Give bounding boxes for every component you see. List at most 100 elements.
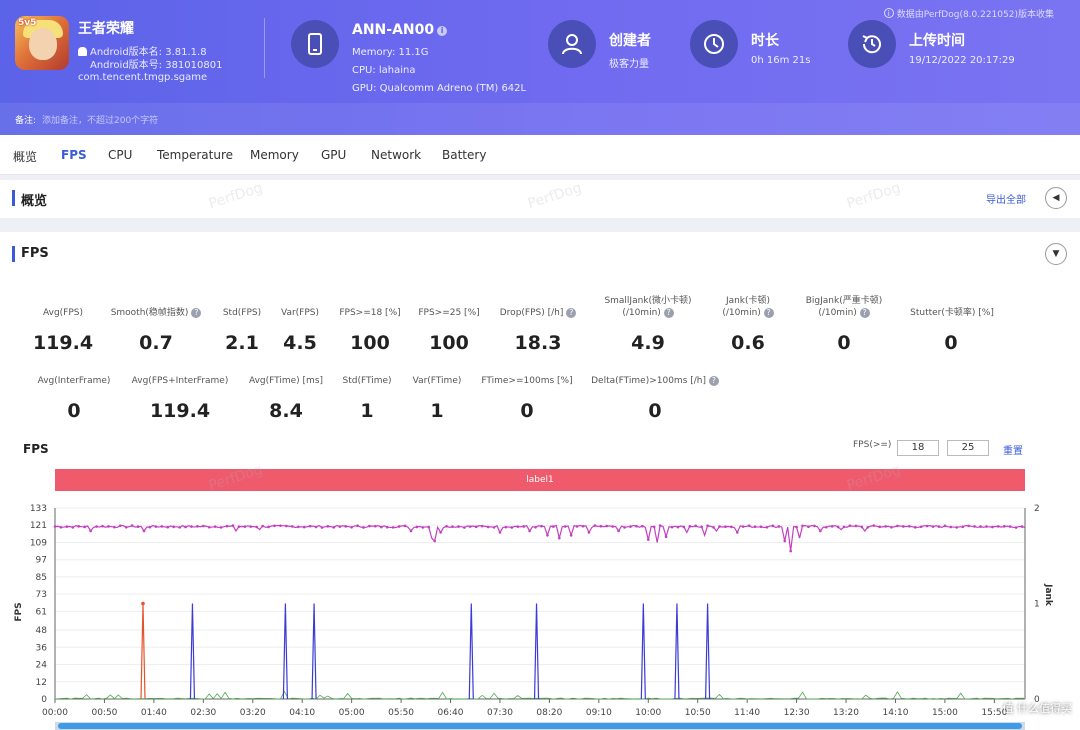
tab-temperature[interactable]: Temperature (157, 148, 234, 162)
fps-point (172, 525, 175, 529)
fps-point (617, 529, 620, 533)
y-tick-label: 61 (36, 607, 47, 617)
fps-point (557, 536, 561, 540)
y-tick-label: 133 (30, 504, 47, 514)
reset-button[interactable]: 重置 (1003, 446, 1023, 457)
tab-battery[interactable]: Battery (442, 148, 487, 162)
overview-title: 概览 (21, 194, 48, 209)
fps-chart: FPS Jank 0122436486173859710912113301200… (14, 504, 1053, 718)
help-icon[interactable]: ? (191, 308, 202, 318)
y-tick-label: 121 (30, 521, 47, 531)
metric-value: 0.7 (139, 332, 173, 354)
fps-point (308, 524, 312, 528)
y-tick-label: 73 (36, 590, 47, 600)
fps-point (599, 524, 603, 528)
jank-spike (311, 603, 317, 700)
fps-point (635, 524, 638, 528)
x-tick-label: 03:20 (240, 708, 266, 718)
fps-point (385, 525, 389, 529)
threshold-input-2[interactable]: 25 (947, 440, 989, 456)
metric-tabs: 概览 FPS CPU Temperature Memory GPU Networ… (0, 135, 1080, 175)
fps-point (249, 525, 253, 528)
tab-memory[interactable]: Memory (250, 148, 299, 162)
fps-point (118, 524, 122, 527)
tab-overview[interactable]: 概览 (13, 150, 38, 164)
fps-point (830, 525, 834, 528)
tab-fps[interactable]: FPS (61, 148, 87, 162)
help-icon[interactable]: ? (566, 308, 577, 318)
fps-point (878, 525, 881, 529)
fps-section-title: FPS (21, 246, 49, 261)
metric-label: FTime>=100ms [%] (481, 376, 573, 386)
tab-network[interactable]: Network (371, 148, 422, 162)
fps-point (178, 526, 181, 529)
jank-spike (640, 603, 646, 700)
fps-point (113, 525, 116, 529)
fps-point (190, 525, 193, 528)
fps-point (95, 525, 98, 528)
fps-point (350, 525, 353, 529)
fps-point (421, 526, 425, 529)
metric-value: 1 (430, 400, 444, 422)
fps-point (902, 525, 905, 528)
metric-label: Jank(卡顿) (/10min) ? (700, 295, 796, 319)
fps-point (807, 525, 810, 529)
metric-value: 0 (648, 400, 662, 422)
fps-point (581, 524, 585, 528)
tab-cpu[interactable]: CPU (108, 148, 133, 162)
fps-point (819, 529, 822, 533)
fps-series-line (54, 524, 1026, 552)
fps-point (409, 529, 413, 533)
help-icon[interactable]: ? (708, 376, 719, 386)
fps-point (415, 525, 419, 529)
x-tick-label: 15:50 (981, 708, 1007, 718)
fps-point (979, 525, 982, 528)
fps-point (107, 525, 110, 528)
device-name: ANN-AN00 i (352, 22, 448, 38)
y2-tick-label: 2 (1034, 504, 1040, 514)
chart-scroll-thumb[interactable] (58, 723, 1022, 729)
metric-label: Var(FPS) (280, 308, 319, 318)
y-tick-label: 109 (30, 538, 47, 548)
info-icon[interactable]: i (437, 26, 448, 36)
help-icon[interactable]: ? (859, 308, 870, 318)
header-divider (264, 18, 265, 78)
x-tick-label: 14:10 (883, 708, 909, 718)
fps-point (908, 525, 911, 528)
fps-point (884, 525, 887, 528)
remark-input[interactable]: 添加备注，不超过200个字符 (42, 116, 159, 126)
fps-point (753, 525, 757, 529)
metric-label: Stutter(卡顿率) [%] (910, 308, 994, 318)
metric-label: FPS>=25 [%] (418, 308, 480, 318)
fps-point (682, 525, 686, 529)
collapse-left-icon[interactable]: ◀ (1045, 187, 1067, 209)
fps-point (130, 524, 134, 527)
bigjank-spike (140, 603, 146, 700)
fps-point (777, 525, 781, 528)
fps-point (136, 525, 140, 528)
metric-label: Avg(InterFrame) (37, 376, 111, 386)
fps-point (973, 525, 976, 528)
chart-title: FPS (23, 442, 49, 456)
android-version-code: Android版本号: 381010801 (90, 60, 223, 71)
label-band[interactable]: label1 (55, 469, 1025, 491)
remark-bar (0, 103, 1080, 135)
fps-point (925, 524, 929, 528)
help-icon[interactable]: ? (763, 308, 774, 318)
collapse-down-icon[interactable]: ▼ (1045, 243, 1067, 265)
fps-point (913, 526, 917, 529)
export-all-link[interactable]: 导出全部 (986, 195, 1026, 206)
metric-label: Avg(FPS) (42, 308, 83, 318)
x-tick-label: 15:00 (932, 708, 958, 718)
threshold-input-1[interactable]: 18 (897, 440, 939, 456)
tab-gpu[interactable]: GPU (321, 148, 347, 162)
fps-point (457, 525, 460, 528)
overview-section (0, 180, 1080, 218)
fps-point (504, 525, 508, 529)
help-icon[interactable]: ? (663, 308, 674, 318)
fps-point (1020, 525, 1024, 528)
metric-value: 100 (429, 332, 469, 354)
fps-point (546, 533, 549, 537)
metric-value: 0 (67, 400, 81, 422)
fps-point (207, 525, 211, 529)
